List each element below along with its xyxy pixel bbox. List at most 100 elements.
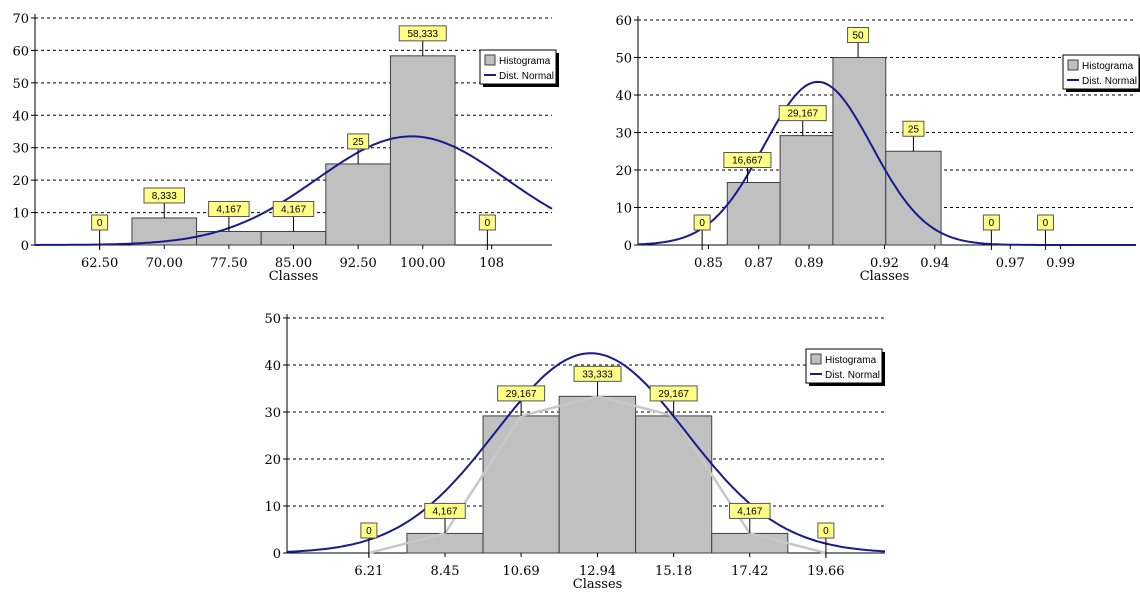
x-tick-label: 6.21 [354,564,383,579]
x-tick-label: 77.50 [210,256,247,271]
data-label-box [398,25,447,42]
data-label-box [91,214,109,231]
histogram-bar [325,163,391,246]
data-label-text: 0 [989,218,995,229]
x-tick-label: 108 [479,256,504,271]
data-label-text: 0 [1043,218,1049,229]
histogram-chart-2-svg: 0 10 20 30 40 50 60 0.85 0.87 0.89 0.92 0.94 0.97 0.9… [615,14,1140,284]
histogram-bar [726,181,781,246]
x-tick-label: 17.42 [731,564,768,579]
histogram-chart-3-svg: 0 10 20 30 40 50 6.21 8.45 10.69 12.94 15.18 17.42 1… [264,312,886,592]
data-label-text: 4,167 [737,506,762,517]
data-label: 25 [347,133,370,164]
legend-item-histograma: Histograma [1082,61,1134,72]
x-axis-title: Classes [860,269,910,284]
data-label-box [272,200,315,217]
data-label: 0 [982,214,1000,250]
x-tick-label: 0.92 [870,256,899,271]
data-label-box [982,214,1000,231]
y-tick-label: 30 [264,406,281,421]
y-tick-label: 0 [273,547,281,562]
y-tick-label: 40 [615,89,632,104]
data-label-box [649,385,698,402]
histogram-bar [482,415,560,554]
data-label-box [143,187,185,204]
data-label-box [817,522,835,539]
legend-item-histograma: Histograma [825,355,877,366]
legend-item-histograma: Histograma [499,56,551,67]
data-label-text: 0 [699,218,705,229]
histogram-chart-1: 0 10 20 30 40 50 60 70 62.50 70.00 77.50 85.00 92.50… [0,0,570,300]
data-label: 0 [693,214,711,250]
data-label: 29,167 [497,385,546,416]
y-tick-label: 20 [12,174,29,189]
x-tick-label: 0.89 [795,256,824,271]
x-tick-label: 12.94 [579,564,616,579]
y-tick-label: 40 [12,109,29,124]
data-label-text: 29,167 [787,109,818,120]
data-label-box [360,522,378,539]
y-tick-label: 30 [615,127,632,142]
data-label-box [729,502,771,519]
x-tick-label: 10.69 [502,564,539,579]
data-label-box [1036,214,1054,231]
x-tick-label: 0.97 [996,256,1025,271]
data-label: 0 [478,214,496,250]
data-label-text: 4,167 [432,506,457,517]
y-tick-label: 30 [12,142,29,157]
legend-item-dist-normal: Dist. Normal [1082,76,1137,87]
y-tick-label: 70 [12,12,29,27]
data-label-box [347,133,370,150]
data-label-text: 25 [908,124,920,135]
y-tick-label: 60 [615,14,632,29]
y-tick-label: 10 [615,202,632,217]
x-tick-label: 85.00 [275,256,312,271]
y-tick-label: 50 [615,52,632,67]
x-tick-label: 92.50 [340,256,377,271]
y-tick-label: 20 [264,453,281,468]
histogram-chart-3: 0 10 20 30 40 50 6.21 8.45 10.69 12.94 15.18 17.42 1… [240,300,900,595]
data-label: 50 [847,27,870,58]
data-label: 4,167 [424,502,466,534]
histogram-bar [635,415,713,554]
data-label: 25 [902,120,925,152]
y-tick-label: 0 [624,239,632,254]
data-label-text: 4,167 [281,204,306,215]
data-label: 16,667 [723,151,772,183]
histogram-bar [196,230,262,246]
data-label-box [478,214,496,231]
data-label-text: 29,167 [506,389,537,400]
data-label-box [497,385,546,402]
data-label-text: 0 [485,218,491,229]
legend: Histograma Dist. Normal [1062,54,1140,92]
x-tick-label: 0.94 [920,256,949,271]
histogram-bar [260,230,327,246]
data-label-text: 58,333 [407,29,438,40]
data-label: 0 [360,522,378,558]
data-label: 0 [817,522,835,558]
data-label-text: 29,167 [658,389,689,400]
y-tick-label: 40 [264,359,281,374]
data-label-text: 33,333 [582,369,613,380]
normal-distribution-curve [35,135,553,246]
histogram-chart-2: 0 10 20 30 40 50 60 0.85 0.87 0.89 0.92 0.94 0.97 0.9… [570,0,1140,300]
data-label-box [778,105,827,122]
histogram-chart-1-svg: 0 10 20 30 40 50 60 70 62.50 70.00 77.50 85.00 92.50… [12,12,559,284]
data-label: 4,167 [272,200,315,232]
data-label-box [693,214,711,231]
histogram-bar [779,135,834,246]
y-tick-label: 50 [12,77,29,92]
y-tick-label: 60 [12,44,29,59]
legend: Histograma Dist. Normal [479,49,559,87]
x-axis-title: Classes [573,577,623,592]
histogram-bar [406,532,484,554]
data-label: 0 [91,214,109,250]
histogram-bar [885,150,942,246]
data-label-text: 25 [353,137,365,148]
y-tick-label: 0 [21,239,29,254]
x-tick-label: 100.00 [400,256,446,271]
y-tick-label: 10 [12,207,29,222]
histogram-bar [832,57,887,246]
y-tick-label: 10 [264,500,281,515]
data-label-text: 50 [853,31,865,42]
